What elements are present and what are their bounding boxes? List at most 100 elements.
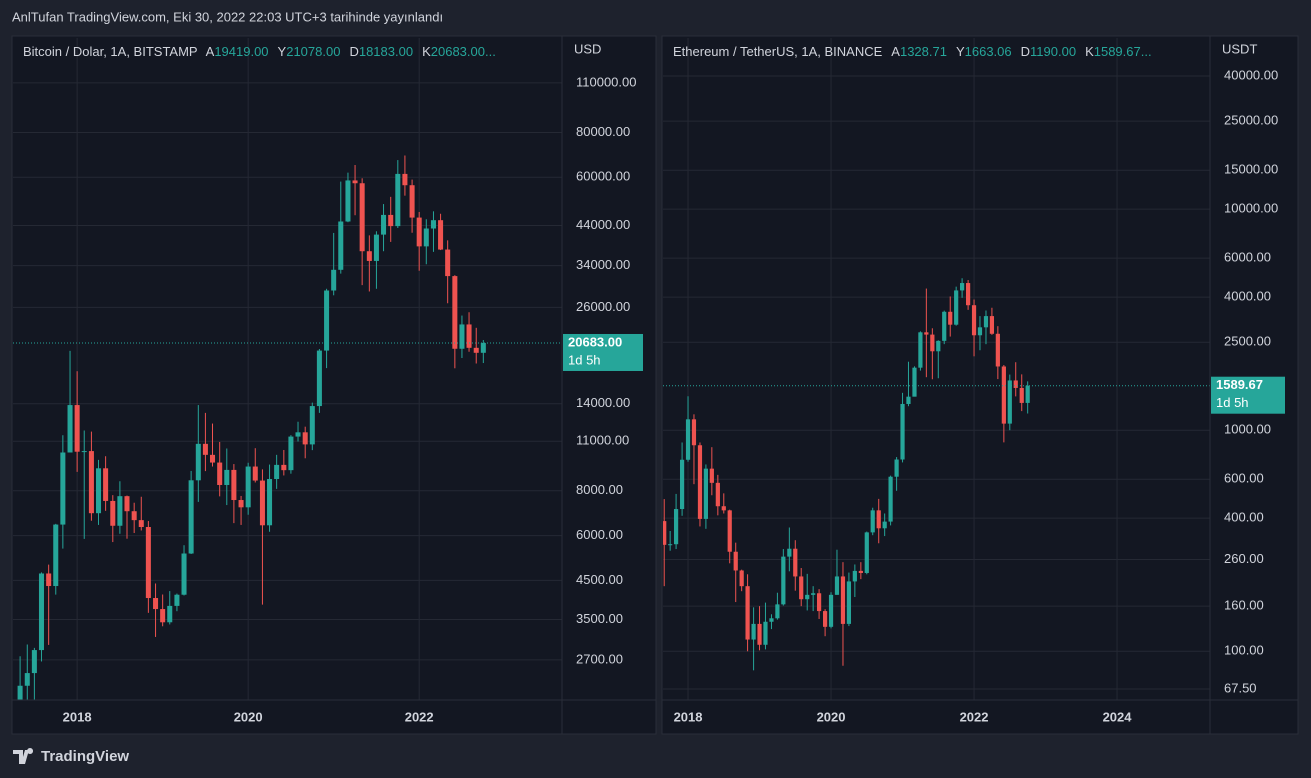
candle-body <box>663 521 667 545</box>
candle-body <box>751 623 756 640</box>
candle-body <box>103 468 109 501</box>
candle-body <box>195 443 201 481</box>
candle-body <box>267 479 273 526</box>
candle-body <box>245 466 251 508</box>
candle-body <box>88 451 94 514</box>
candle-body <box>930 334 935 352</box>
legend-value: 21078.00 <box>286 44 340 59</box>
y-tick-label: 600.00 <box>1224 471 1264 486</box>
candle-body <box>309 406 315 445</box>
candle-body <box>995 333 1000 367</box>
candle-body <box>231 469 237 501</box>
candle-body <box>324 290 330 351</box>
candle-body <box>858 570 863 573</box>
candle-body <box>124 496 130 512</box>
y-tick-label: 1000.00 <box>1224 422 1271 437</box>
x-tick-label: 2020 <box>234 709 263 724</box>
candle-body <box>799 576 804 600</box>
y-tick-label: 14000.00 <box>576 395 630 410</box>
legend-value: 18183.00 <box>359 44 413 59</box>
legend-key: A <box>206 44 215 59</box>
price-label: 20683.00 <box>568 334 622 349</box>
candle-body <box>727 510 732 552</box>
candle-body <box>834 576 840 595</box>
candle-body <box>217 462 223 485</box>
candle-body <box>281 464 287 471</box>
legend-key: Y <box>278 44 287 59</box>
candle-body <box>352 180 358 184</box>
candle-body <box>721 506 726 511</box>
candle-body <box>288 436 294 471</box>
y-tick-label: 67.50 <box>1224 680 1257 695</box>
candle-body <box>138 520 144 528</box>
candle-body <box>466 324 472 348</box>
y-tick-label: 10000.00 <box>1224 201 1278 216</box>
candle-body <box>918 332 923 368</box>
footer-brand: TradingView <box>41 748 129 765</box>
price-countdown: 1d 5h <box>568 352 601 367</box>
candle-body <box>409 185 415 218</box>
x-tick-label: 2024 <box>1103 709 1133 724</box>
plot-area <box>663 38 1210 700</box>
candle-body <box>769 618 774 622</box>
candle-body <box>224 469 230 485</box>
legend-value: 1663.06 <box>965 44 1012 59</box>
candle-body <box>876 510 881 529</box>
legend-value: 1589.67... <box>1094 44 1152 59</box>
candle-body <box>745 586 750 640</box>
candle-body <box>366 251 372 261</box>
candle-body <box>117 496 123 526</box>
y-tick-label: 6000.00 <box>1224 250 1271 265</box>
legend-key: Y <box>956 44 965 59</box>
candle-body <box>852 570 857 582</box>
candle-body <box>24 673 30 686</box>
candle-body <box>864 532 869 573</box>
candle-body <box>673 509 679 545</box>
candle-body <box>302 432 308 445</box>
y-tick-label: 4000.00 <box>1224 289 1271 304</box>
candle-body <box>715 482 720 507</box>
candle-body <box>259 480 265 526</box>
candle-body <box>416 217 422 247</box>
candle-body <box>882 521 887 529</box>
y-tick-label: 260.00 <box>1224 551 1264 566</box>
candle-body <box>38 573 44 651</box>
candle-body <box>316 350 322 407</box>
legend-value: 20683.00... <box>431 44 496 59</box>
candle-body <box>430 220 436 229</box>
candle-body <box>811 593 816 595</box>
candle-body <box>757 623 762 645</box>
candle-body <box>209 454 216 463</box>
candle-body <box>781 556 786 605</box>
candle-body <box>388 214 394 227</box>
candle-body <box>1013 380 1018 388</box>
candle-body <box>95 468 102 514</box>
candle-body <box>160 609 166 623</box>
candle-body <box>793 548 798 577</box>
candle-body <box>816 593 822 612</box>
y-tick-label: 8000.00 <box>576 482 623 497</box>
candle-body <box>739 570 744 587</box>
candle-body <box>1001 366 1006 424</box>
candle-body <box>67 405 73 453</box>
y-tick-label: 110000.00 <box>576 74 637 89</box>
candle-body <box>402 173 408 186</box>
y-tick-label: 60000.00 <box>576 169 630 184</box>
legend-value: 1190.00 <box>1030 44 1076 59</box>
candle-body <box>359 183 365 252</box>
y-tick-label: 2700.00 <box>576 651 623 666</box>
candle-body <box>17 685 23 700</box>
legend-symbol: Bitcoin / Dolar, 1A, BITSTAMP <box>23 44 197 59</box>
candle-body <box>473 347 479 353</box>
candle-body <box>1019 387 1024 403</box>
x-tick-label: 2018 <box>63 709 92 724</box>
candle-body <box>345 180 351 222</box>
candle-body <box>912 367 917 397</box>
legend-value: 19419.00 <box>214 44 268 59</box>
candle-body <box>423 228 429 247</box>
candle-body <box>331 269 337 291</box>
y-tick-label: 100.00 <box>1224 643 1264 658</box>
candle-body <box>252 466 258 481</box>
price-label-box <box>563 333 643 371</box>
y-tick-label: 80000.00 <box>576 124 630 139</box>
